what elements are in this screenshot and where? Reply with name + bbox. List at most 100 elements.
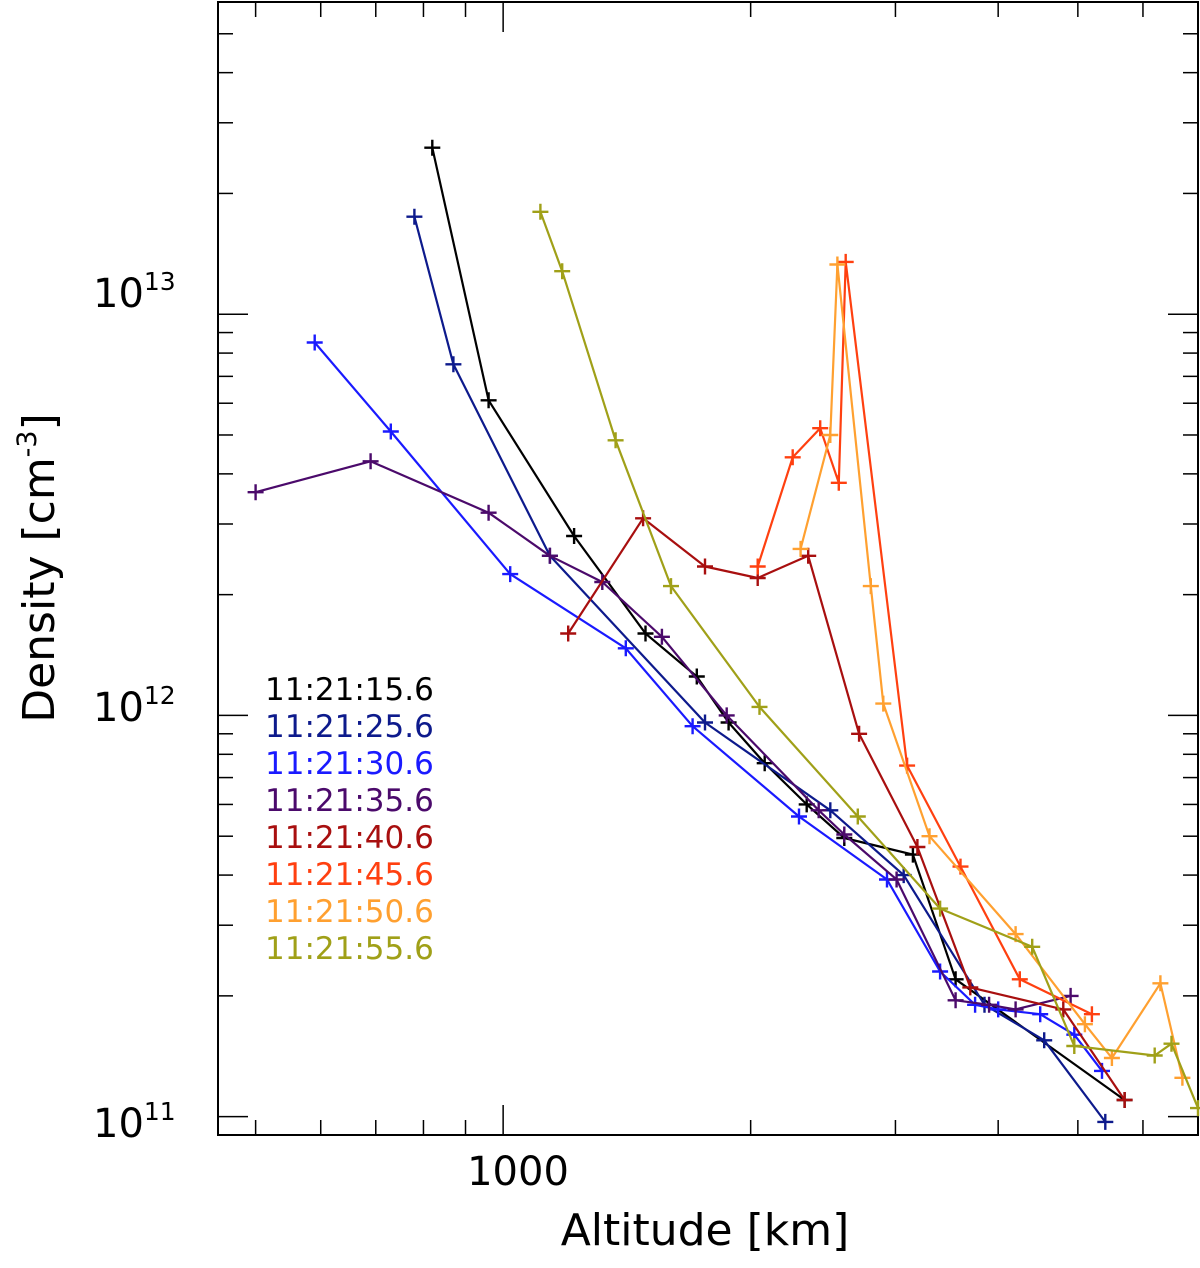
series-layer: [247, 139, 1200, 1130]
data-point: [697, 558, 713, 575]
series-8: [532, 203, 1200, 1117]
data-point: [1103, 1050, 1120, 1066]
data-point: [875, 695, 892, 712]
data-point: [684, 718, 701, 735]
data-point: [1146, 1047, 1163, 1064]
data-point: [697, 714, 713, 731]
data-point: [990, 1001, 1007, 1018]
series-2: [406, 208, 1114, 1130]
data-point: [849, 808, 866, 825]
data-point: [718, 707, 735, 724]
data-point: [566, 528, 583, 544]
data-point: [424, 139, 441, 156]
x-tick-label-1000: 1000: [467, 1149, 569, 1195]
data-point: [822, 427, 839, 443]
legend-entry-8: 11:21:55.6: [265, 931, 434, 967]
series-1: [424, 139, 1133, 1108]
data-point: [1083, 1006, 1100, 1023]
legend: 11:21:15.6 11:21:25.6 11:21:30.6 11:21:3…: [265, 672, 434, 967]
legend-entry-6: 11:21:45.6: [265, 857, 434, 893]
data-point: [862, 578, 879, 595]
data-point: [851, 725, 868, 742]
data-point: [1163, 1035, 1180, 1052]
series-line-8: [539, 211, 1200, 1109]
series-line-1: [431, 147, 1126, 1101]
data-point: [829, 256, 846, 273]
data-point: [947, 992, 964, 1009]
data-point: [406, 208, 423, 225]
series-line-2: [413, 216, 1107, 1123]
legend-entry-2: 11:21:25.6: [265, 709, 434, 745]
data-point: [784, 449, 801, 466]
y-tick-label-1e13: 1013: [93, 267, 176, 317]
data-point: [1007, 1001, 1024, 1018]
data-point: [541, 547, 558, 564]
data-point: [560, 625, 577, 642]
series-7: [792, 256, 1191, 1086]
legend-entry-4: 11:21:35.6: [265, 783, 434, 819]
data-point: [1032, 1006, 1049, 1023]
data-point: [532, 203, 549, 220]
data-point: [810, 802, 827, 819]
data-point: [812, 420, 829, 437]
data-point: [751, 698, 768, 715]
data-point: [947, 971, 964, 988]
y-tick-label-1e12: 1012: [93, 681, 176, 731]
data-point: [792, 540, 809, 557]
data-point: [382, 423, 399, 440]
legend-entry-7: 11:21:50.6: [265, 894, 434, 930]
data-point: [1152, 975, 1169, 992]
series-line-5: [567, 517, 1126, 1101]
x-axis-label: Altitude [km]: [561, 1205, 850, 1256]
data-point: [1190, 1100, 1200, 1117]
series-5: [560, 510, 1133, 1108]
data-point: [830, 474, 847, 491]
data-point: [921, 828, 938, 845]
data-point: [362, 453, 379, 470]
data-point: [962, 979, 979, 996]
data-point: [1062, 987, 1079, 1004]
data-point: [909, 839, 926, 855]
series-line-7: [799, 263, 1184, 1079]
data-point: [932, 900, 949, 917]
data-point: [554, 263, 571, 280]
data-point: [967, 996, 984, 1013]
y-tick-label-1e11: 1011: [93, 1097, 176, 1147]
data-point: [445, 356, 462, 373]
data-point: [791, 808, 807, 825]
data-point: [800, 547, 817, 564]
legend-entry-3: 11:21:30.6: [265, 746, 434, 782]
y-axis-label-sup: -3: [12, 430, 43, 457]
legend-entry-5: 11:21:40.6: [265, 820, 434, 856]
data-point: [981, 996, 998, 1013]
series-line-6: [756, 260, 1093, 1016]
legend-entry-1: 11:21:15.6: [265, 672, 434, 708]
data-point: [1024, 938, 1041, 955]
data-point: [837, 253, 854, 270]
data-point: [607, 432, 624, 449]
data-point: [480, 392, 497, 409]
data-point: [502, 566, 519, 583]
data-point: [1066, 1038, 1083, 1054]
axis-ticks: [218, 1, 1199, 1136]
series-4: [247, 453, 1079, 1018]
data-point: [1116, 1092, 1133, 1108]
data-point: [1036, 1032, 1053, 1049]
data-point: [836, 826, 853, 843]
data-point: [888, 871, 905, 888]
data-point: [306, 334, 323, 351]
data-point: [749, 558, 766, 575]
data-point: [637, 625, 654, 642]
data-point: [688, 668, 705, 685]
data-point: [1097, 1113, 1114, 1130]
y-axis-label-main: Density [cm: [14, 457, 65, 722]
data-point: [663, 578, 679, 595]
y-axis-label-end: ]: [14, 413, 65, 430]
data-point: [480, 504, 497, 521]
data-point: [1011, 971, 1028, 988]
data-point: [247, 484, 264, 501]
plot-frame: [217, 1, 1199, 1136]
data-point: [1076, 1016, 1093, 1033]
y-axis-label: Density [cm-3]: [12, 413, 65, 723]
